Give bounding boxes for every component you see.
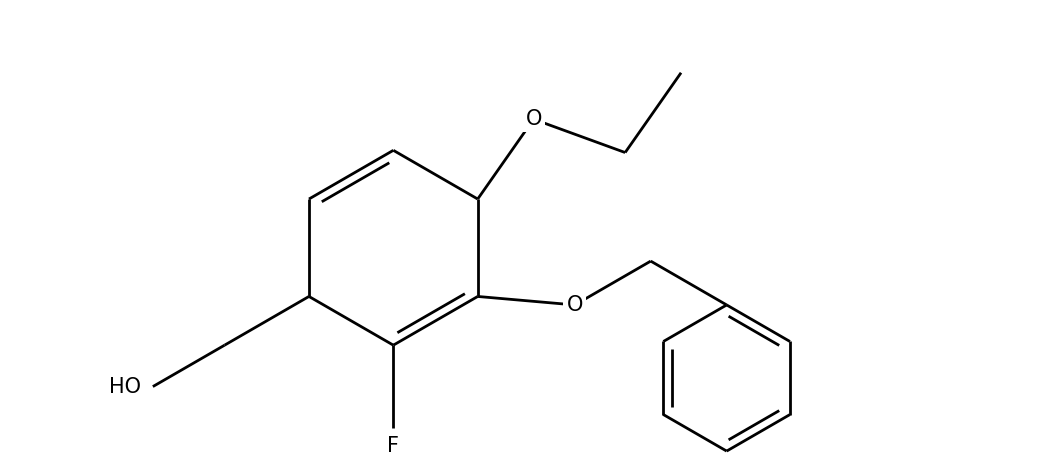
Text: O: O: [567, 295, 583, 315]
Text: HO: HO: [109, 377, 141, 397]
Text: F: F: [387, 436, 399, 456]
Text: O: O: [525, 109, 542, 129]
